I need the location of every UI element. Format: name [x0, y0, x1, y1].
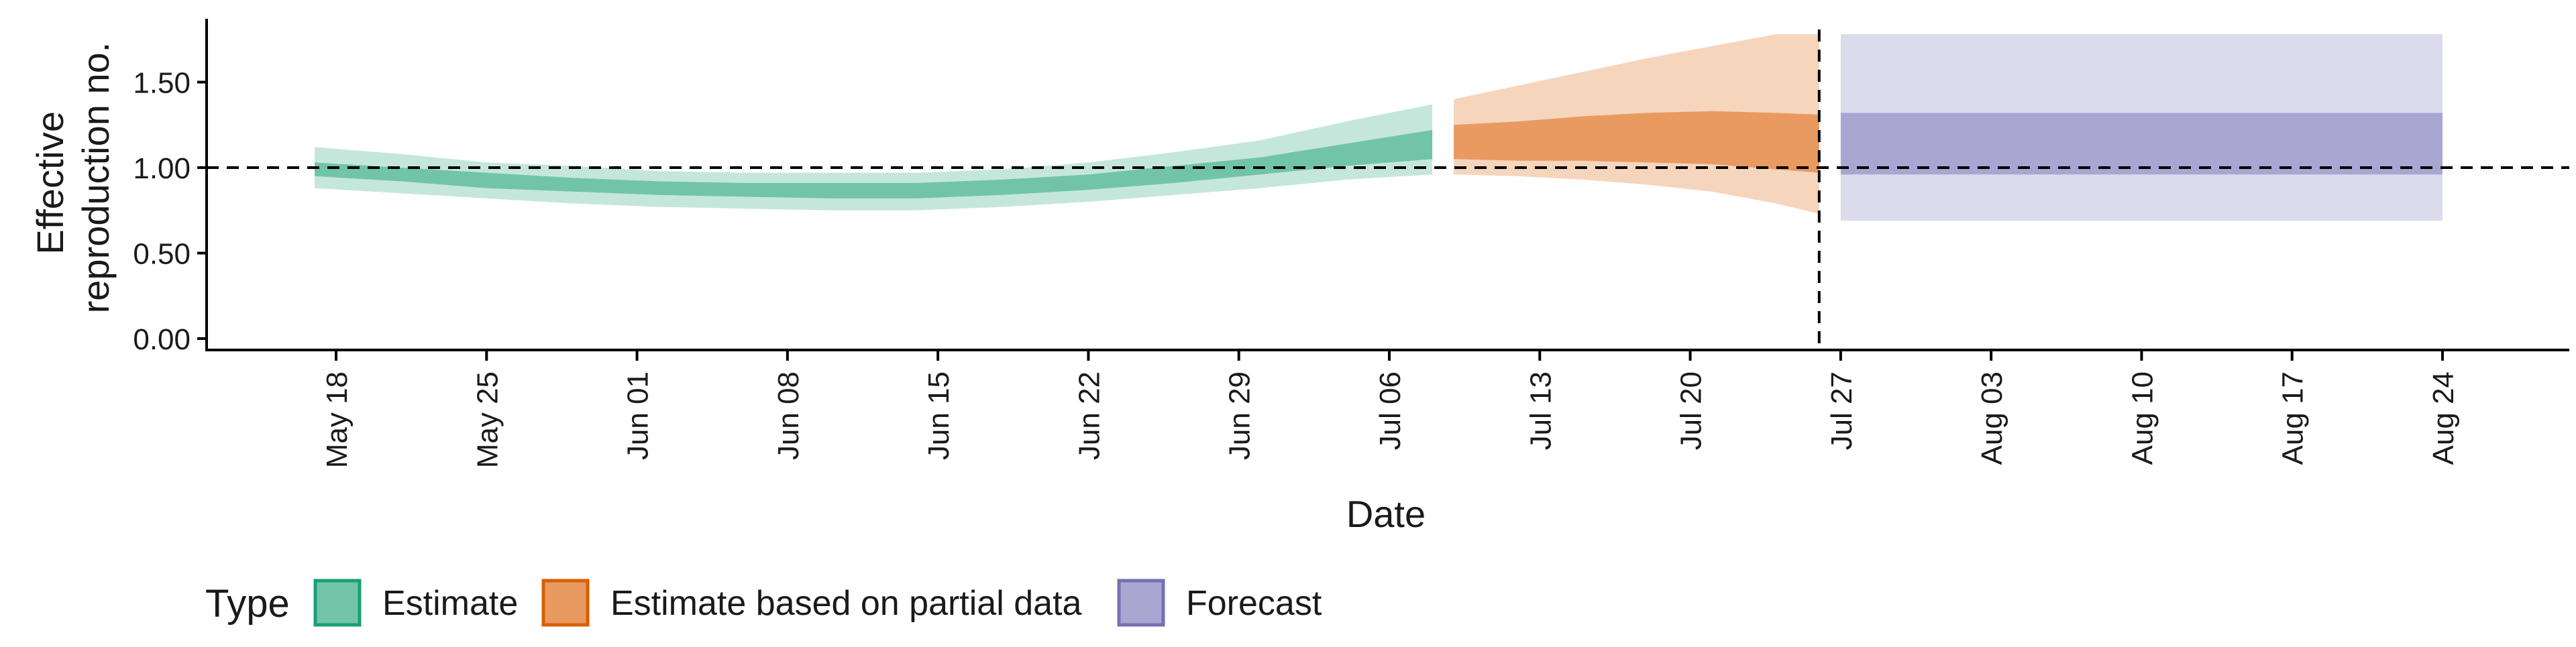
x-tick-label: Jun 15 [922, 371, 955, 460]
y-axis-title: Effective reproduction no. [29, 42, 117, 314]
x-tick-label: May 18 [321, 371, 354, 468]
x-tick-label: May 25 [471, 371, 504, 468]
x-tick-label: Jul 27 [1825, 371, 1858, 450]
x-tick-label: Jun 22 [1073, 371, 1106, 460]
x-tick-layer: May 18 May 25 Jun 01 Jun 08 Jun 15 Jun 22 Jun … [321, 350, 2460, 468]
y-tick-label: 0.00 [133, 323, 191, 356]
reference-layer [207, 30, 2569, 350]
band-50-forecast [1840, 113, 2443, 175]
y-tick-label: 1.50 [133, 67, 191, 100]
legend-key [541, 579, 590, 627]
band-layer [315, 34, 2443, 221]
y-axis-title-line-2: reproduction no. [74, 42, 117, 314]
x-tick-label: Jun 08 [772, 371, 805, 460]
band-50-estimate-based-on-partial-data [1454, 111, 1819, 173]
x-tick-label: Aug 24 [2427, 371, 2460, 465]
y-axis-title-line-1: Effective [29, 111, 71, 255]
x-tick-label: Jul 13 [1524, 371, 1557, 450]
legend: Type Estimate Estimate based on partial d… [205, 579, 1322, 627]
x-tick-label: Jul 20 [1675, 371, 1708, 450]
y-tick-label: 0.50 [133, 238, 191, 271]
band-50-estimate [315, 129, 1433, 198]
y-tick-layer: 0.00 0.50 1.00 1.50 [133, 67, 207, 356]
x-tick-label: Aug 10 [2126, 371, 2159, 465]
legend-label: Estimate [382, 584, 518, 623]
legend-label: Estimate based on partial data [610, 584, 1082, 623]
x-tick-label: Jun 29 [1224, 371, 1256, 460]
x-tick-label: Aug 03 [1976, 371, 2008, 465]
y-tick-label: 1.00 [133, 152, 191, 185]
x-tick-label: Aug 17 [2277, 371, 2310, 465]
x-tick-label: Jun 01 [622, 371, 655, 460]
legend-title: Type [205, 582, 290, 626]
legend-key [1117, 579, 1165, 627]
x-axis-title: Date [1346, 493, 1426, 535]
x-tick-label: Jul 06 [1374, 371, 1407, 450]
legend-key [313, 579, 362, 627]
legend-label: Forecast [1186, 584, 1322, 623]
axes-layer [205, 19, 2569, 351]
